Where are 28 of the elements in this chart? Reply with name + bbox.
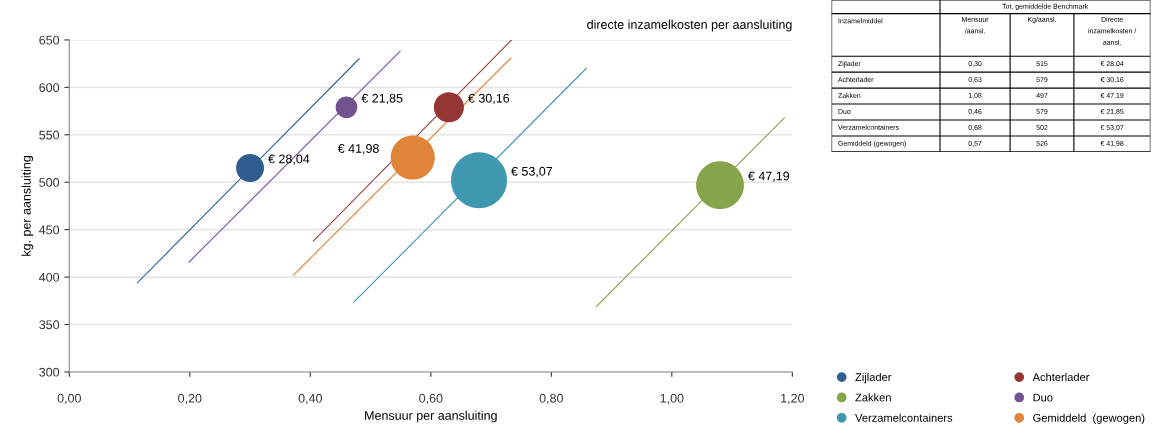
x-tick-label: 1,20 — [781, 393, 805, 405]
y-tick-label: 500 — [39, 178, 60, 187]
y-tick-label: 300 — [39, 367, 60, 377]
y-tick-label: 400 — [39, 272, 60, 282]
y-axis-title: kg. per aansluiting — [21, 156, 34, 256]
legend-label: Zijlader — [855, 372, 892, 384]
legend-label: Verzamelcontainers — [855, 413, 953, 422]
y-tick-label: 450 — [39, 225, 60, 235]
annotation: € 21,85 — [361, 93, 403, 105]
chart-title: directe inzamelkosten per aansluiting — [587, 19, 792, 32]
x-axis-title: Mensuur per aansluiting — [365, 410, 497, 423]
annotation: € 47,19 — [748, 171, 790, 182]
annotation: € 53,07 — [511, 166, 553, 178]
legend-label: Zakken — [855, 393, 891, 402]
x-tick-label: 0,40 — [298, 393, 322, 405]
y-tick-label: 650 — [39, 35, 60, 45]
x-tick-label: 0,00 — [57, 393, 81, 405]
legend-label: Achterlader — [1032, 372, 1090, 382]
y-tick-label: 550 — [39, 130, 60, 140]
x-tick-label: 0,20 — [178, 393, 202, 405]
y-tick-label: 350 — [39, 320, 60, 330]
annotation: € 41,98 — [337, 144, 379, 155]
x-tick-label: 0,60 — [419, 393, 443, 405]
y-tick-label: 600 — [39, 83, 60, 93]
legend-label: Gemiddeld (gewogen) — [1033, 413, 1145, 424]
legend-label: Duo — [1033, 393, 1053, 402]
x-tick-label: 0,80 — [539, 393, 563, 405]
x-tick-label: 1,00 — [660, 393, 684, 405]
